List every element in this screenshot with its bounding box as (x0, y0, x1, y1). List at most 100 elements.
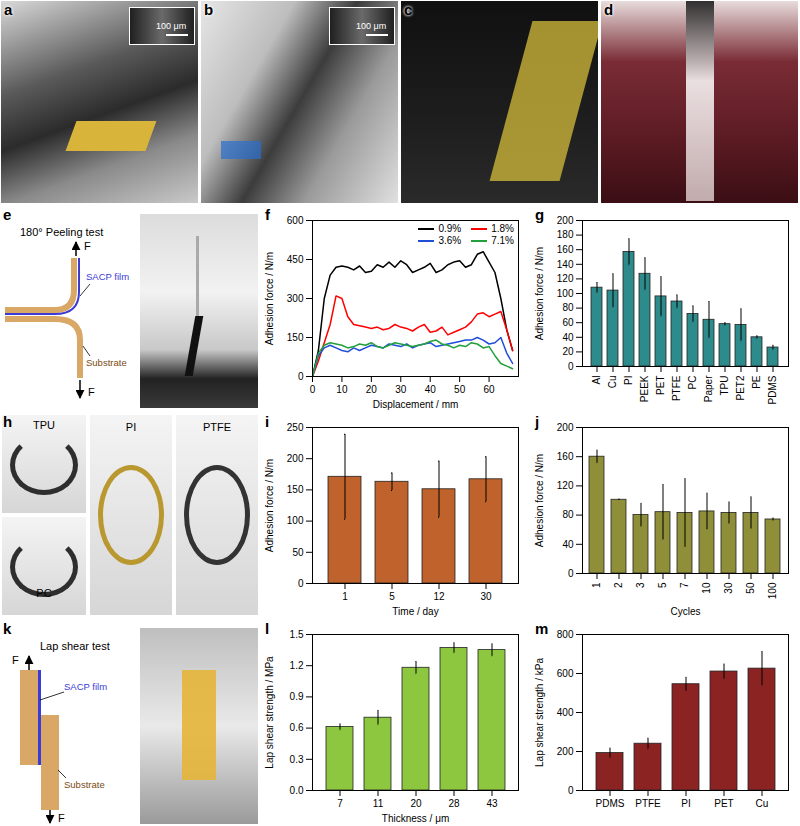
svg-text:Time / day: Time / day (392, 606, 438, 617)
svg-text:40: 40 (562, 539, 574, 550)
svg-text:Cu: Cu (607, 376, 618, 389)
svg-text:0: 0 (310, 384, 316, 395)
svg-text:Al: Al (591, 376, 602, 385)
svg-text:0: 0 (298, 371, 304, 382)
svg-text:PET2: PET2 (735, 375, 746, 400)
svg-text:1.2: 1.2 (290, 660, 304, 671)
svg-text:1.5: 1.5 (290, 629, 304, 640)
svg-text:12: 12 (433, 591, 445, 602)
svg-text:80: 80 (562, 302, 574, 313)
svg-text:0.0: 0.0 (290, 785, 304, 796)
svg-text:50: 50 (454, 384, 466, 395)
svg-text:600: 600 (557, 668, 574, 679)
svg-text:450: 450 (287, 254, 304, 265)
svg-text:300: 300 (287, 293, 304, 304)
svg-text:Cu: Cu (756, 798, 769, 809)
svg-text:200: 200 (557, 422, 574, 433)
svg-text:F: F (88, 386, 95, 398)
svg-text:Cycles: Cycles (670, 606, 700, 617)
svg-text:200: 200 (287, 453, 304, 464)
svg-text:43: 43 (486, 798, 498, 809)
svg-text:Displacement / mm: Displacement / mm (373, 399, 459, 410)
svg-text:PE: PE (751, 375, 762, 389)
svg-text:250: 250 (287, 422, 304, 433)
svg-text:PDMS: PDMS (596, 798, 625, 809)
svg-text:Lap shear strength / MPa: Lap shear strength / MPa (264, 656, 275, 769)
svg-text:200: 200 (557, 746, 574, 757)
svg-text:30: 30 (395, 384, 407, 395)
svg-text:Adhesion force / N/m: Adhesion force / N/m (534, 454, 545, 547)
svg-text:160: 160 (557, 451, 574, 462)
svg-text:7: 7 (679, 582, 690, 588)
svg-text:Adhesion force / N/m: Adhesion force / N/m (264, 459, 275, 552)
svg-text:180: 180 (557, 229, 574, 240)
svg-text:0: 0 (568, 785, 574, 796)
svg-text:0.6: 0.6 (290, 722, 304, 733)
svg-text:PI: PI (623, 376, 634, 385)
svg-text:120: 120 (557, 273, 574, 284)
svg-text:60: 60 (484, 384, 496, 395)
svg-text:50: 50 (292, 547, 304, 558)
svg-text:40: 40 (562, 332, 574, 343)
svg-text:120: 120 (557, 480, 574, 491)
svg-text:SACP film: SACP film (64, 681, 107, 692)
svg-text:PC: PC (687, 376, 698, 390)
svg-text:PDMS: PDMS (767, 375, 778, 404)
svg-text:F: F (84, 240, 91, 252)
svg-text:160: 160 (557, 244, 574, 255)
svg-text:200: 200 (557, 215, 574, 226)
svg-text:11: 11 (373, 798, 384, 809)
svg-text:PEEK: PEEK (639, 375, 650, 402)
svg-text:50: 50 (745, 582, 756, 594)
svg-text:SACP film: SACP film (86, 271, 129, 282)
svg-text:30: 30 (723, 582, 734, 594)
svg-text:180° Peeling test: 180° Peeling test (20, 226, 103, 238)
svg-text:1: 1 (591, 582, 602, 588)
svg-text:0: 0 (568, 361, 574, 372)
svg-text:150: 150 (287, 484, 304, 495)
svg-text:PTFE: PTFE (635, 798, 661, 809)
svg-text:80: 80 (562, 509, 574, 520)
svg-text:100: 100 (287, 515, 304, 526)
svg-text:TPU: TPU (719, 376, 730, 396)
svg-text:0: 0 (568, 568, 574, 579)
svg-text:10: 10 (336, 384, 348, 395)
svg-text:F: F (58, 812, 65, 824)
svg-text:2: 2 (613, 582, 624, 588)
svg-text:40: 40 (425, 384, 437, 395)
svg-text:3: 3 (635, 582, 646, 588)
svg-text:800: 800 (557, 629, 574, 640)
svg-text:150: 150 (287, 332, 304, 343)
svg-text:20: 20 (562, 346, 574, 357)
svg-text:Substrate: Substrate (86, 357, 127, 368)
svg-text:400: 400 (557, 707, 574, 718)
svg-text:0.3: 0.3 (290, 754, 304, 765)
svg-text:Paper: Paper (703, 375, 714, 402)
svg-text:7: 7 (337, 798, 343, 809)
svg-text:Lap shear test: Lap shear test (40, 640, 110, 652)
svg-text:60: 60 (562, 317, 574, 328)
svg-text:PTFE: PTFE (671, 375, 682, 401)
svg-text:30: 30 (480, 591, 492, 602)
svg-text:Lap shear strength / kPa: Lap shear strength / kPa (534, 658, 545, 767)
svg-text:100: 100 (767, 582, 778, 599)
svg-text:140: 140 (557, 259, 574, 270)
svg-text:PET: PET (655, 376, 666, 395)
svg-text:Substrate: Substrate (64, 779, 105, 790)
svg-text:20: 20 (366, 384, 378, 395)
svg-text:Adhesion force / N/m: Adhesion force / N/m (264, 252, 275, 345)
svg-text:20: 20 (410, 798, 422, 809)
svg-text:28: 28 (448, 798, 460, 809)
svg-text:5: 5 (389, 591, 395, 602)
svg-text:1: 1 (342, 591, 348, 602)
svg-text:F: F (12, 654, 19, 666)
svg-text:Adhesion force / N/m: Adhesion force / N/m (534, 247, 545, 340)
svg-text:PET: PET (714, 798, 733, 809)
svg-text:0: 0 (298, 578, 304, 589)
svg-text:0.9: 0.9 (290, 691, 304, 702)
svg-text:600: 600 (287, 215, 304, 226)
svg-text:PI: PI (681, 798, 690, 809)
svg-text:100: 100 (557, 288, 574, 299)
svg-text:10: 10 (701, 582, 712, 594)
svg-text:Thickness / μm: Thickness / μm (382, 813, 449, 824)
